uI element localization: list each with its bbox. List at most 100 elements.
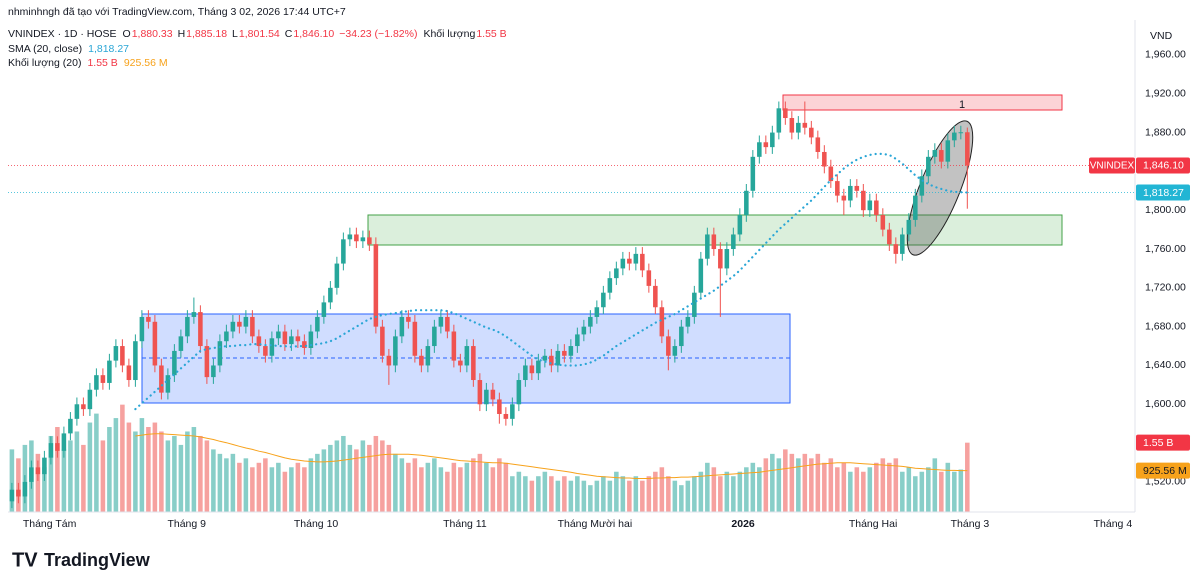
volume-bar: [458, 467, 463, 512]
candle-body: [133, 341, 138, 381]
legend-text: SMA (20, close): [8, 43, 82, 55]
candle-body: [42, 457, 47, 475]
volume-bar: [204, 440, 210, 512]
candle-body: [185, 316, 190, 337]
volume-bar: [438, 467, 444, 512]
candle-body: [523, 365, 528, 381]
brand-name: TradingView: [44, 550, 151, 570]
volume-bar: [926, 467, 931, 512]
candle-body: [841, 195, 847, 201]
candle-body: [35, 467, 41, 475]
volume-bar: [61, 449, 67, 512]
candle-body: [620, 258, 626, 269]
legend-text: 1,885.18: [186, 28, 227, 40]
candle-body: [529, 365, 535, 374]
volume-bar: [198, 435, 203, 512]
candle-body: [588, 316, 593, 327]
candle-body: [945, 140, 951, 162]
volume-bar: [594, 480, 600, 512]
candle-body: [386, 355, 392, 366]
candle-body: [861, 190, 866, 211]
volume-bar: [412, 458, 418, 512]
volume-bar: [185, 431, 190, 512]
volume-bar: [484, 462, 489, 512]
volume-bar: [315, 453, 320, 512]
candle-body: [425, 346, 431, 366]
volume-bar: [757, 467, 762, 512]
candle-body: [419, 355, 424, 366]
volume-bar: [289, 467, 294, 512]
candle-body: [757, 142, 762, 157]
volume-bar: [802, 453, 808, 512]
candle-body: [692, 292, 697, 317]
candle-body: [607, 278, 613, 293]
candle-body: [237, 321, 242, 327]
legend-text: C: [285, 28, 293, 40]
legend-text: 925.56 M: [124, 57, 168, 69]
candle-body: [367, 237, 372, 245]
volume-bar: [113, 418, 119, 512]
candle-body: [874, 200, 879, 216]
volume-bar: [679, 485, 684, 512]
volume-bar: [854, 467, 860, 512]
legend-text: O: [123, 28, 131, 40]
y-tick-label: 1,520.00: [1145, 476, 1186, 488]
y-tick-label: 1,960.00: [1145, 49, 1186, 61]
volume-bar: [835, 467, 840, 512]
candle-body: [490, 389, 496, 400]
candle-body: [139, 316, 145, 342]
candle-body: [81, 404, 86, 410]
candle-body: [906, 219, 912, 235]
volume-bar: [419, 467, 424, 512]
candle-body: [763, 142, 769, 148]
volume-bar: [536, 476, 541, 512]
volume-bar: [55, 427, 60, 512]
volume-bar: [282, 471, 288, 512]
volume-bar: [35, 453, 41, 512]
volume-bar: [172, 435, 177, 512]
candle-body: [276, 331, 281, 339]
candle-body: [191, 312, 197, 317]
volume-bar: [555, 480, 561, 512]
volume-bar: [685, 480, 691, 512]
candle-body: [68, 418, 73, 434]
candle-body: [633, 253, 639, 264]
volume-bar: [705, 462, 710, 512]
candle-body: [809, 127, 814, 138]
volume-bar: [445, 471, 450, 512]
volume-bar: [386, 444, 392, 512]
volume-bar: [503, 462, 509, 512]
price-tag: [1136, 157, 1190, 174]
candle-body: [601, 292, 606, 308]
volume-bar: [698, 471, 704, 512]
candle-body: [737, 215, 743, 235]
candle-body: [919, 176, 925, 196]
candle-body: [256, 336, 262, 347]
volume-bar: [867, 467, 873, 512]
candle-body: [451, 331, 457, 361]
candle-body: [341, 239, 346, 264]
candle-body: [854, 185, 860, 191]
price-tag: [1136, 184, 1190, 201]
candle-body: [380, 326, 385, 356]
candle-body: [289, 336, 294, 345]
volume-bar: [731, 476, 736, 512]
volume-bar: [100, 440, 106, 512]
candle-body: [302, 341, 307, 348]
volume-bar: [263, 458, 268, 512]
y-tick-label: 1,680.00: [1145, 320, 1186, 332]
candle-body: [269, 338, 275, 356]
volume-bar: [575, 476, 580, 512]
volume-bar: [393, 453, 398, 512]
candle-body: [230, 321, 236, 332]
volume-bar: [848, 471, 853, 512]
candle-body: [308, 331, 314, 348]
candle-body: [61, 433, 67, 451]
volume-bar: [295, 462, 301, 512]
candle-body: [406, 316, 411, 322]
candle-body: [393, 336, 398, 366]
volume-bar: [653, 471, 658, 512]
candle-body: [731, 234, 736, 250]
candle-body: [828, 166, 834, 182]
